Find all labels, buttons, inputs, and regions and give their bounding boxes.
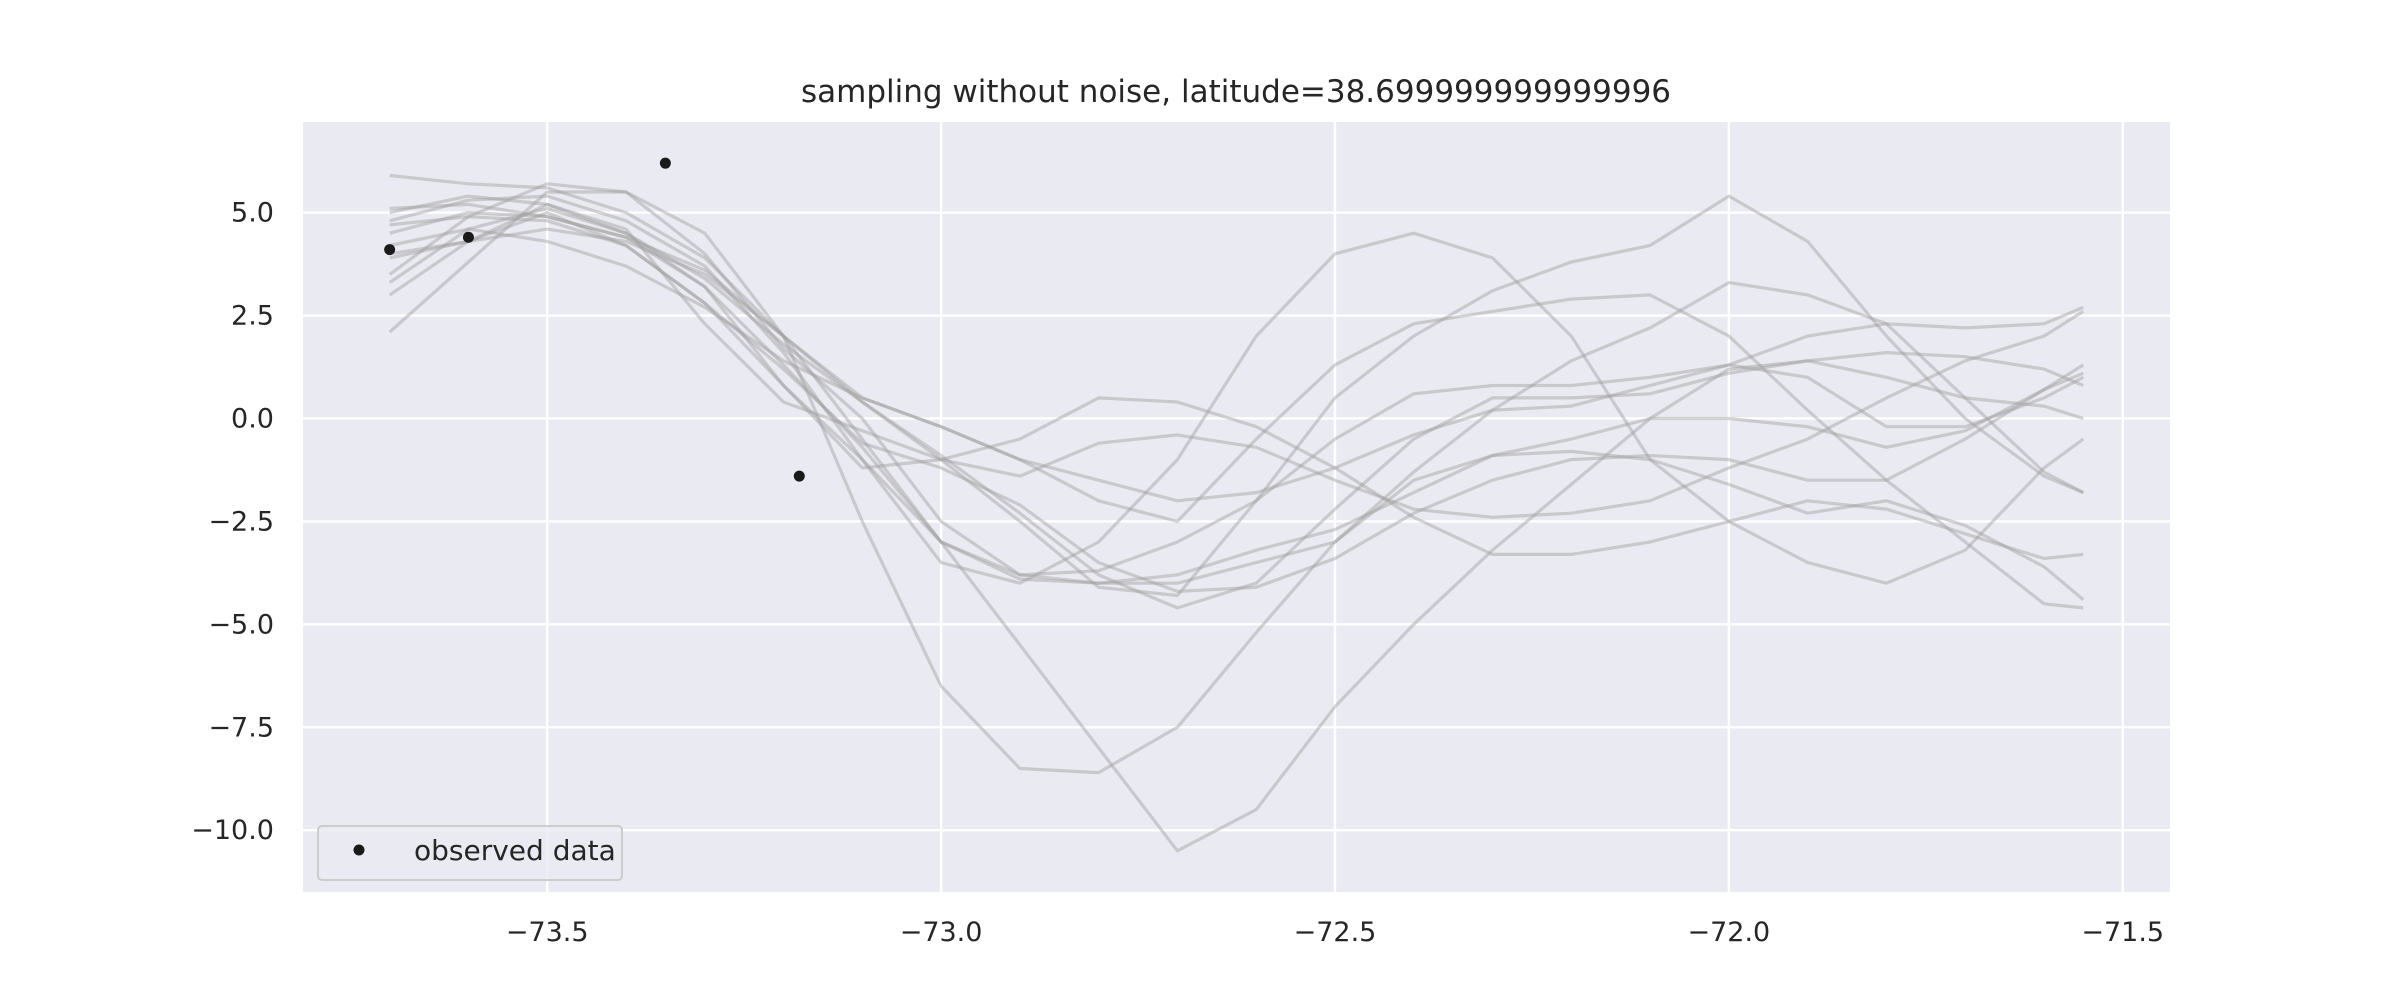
plot-background	[303, 122, 2170, 892]
legend-box	[317, 825, 623, 881]
y-tick-label: 2.5	[231, 301, 274, 332]
observed-point	[462, 231, 474, 243]
legend: observed data	[317, 825, 623, 881]
sample-line-1	[389, 173, 2084, 853]
chart-title: sampling without noise, latitude=38.6999…	[801, 74, 1671, 110]
sample-line-10	[389, 227, 2084, 503]
sample-line-11	[389, 194, 2084, 610]
x-axis-ticks: −73.5 −73.0 −72.5 −72.0 −71.5	[506, 917, 2164, 948]
observed-point	[384, 244, 396, 256]
sample-line-4	[389, 227, 2084, 610]
observed-point	[793, 470, 805, 482]
sample-line-12	[388, 206, 2084, 585]
x-tick-label: −73.0	[900, 917, 983, 948]
sample-line-7	[389, 211, 2084, 561]
sample-line-6	[389, 215, 2085, 594]
legend-label: observed data	[414, 834, 616, 867]
sample-line-5	[389, 194, 2084, 598]
observed-points	[384, 157, 805, 482]
x-tick-label: −73.5	[506, 917, 589, 948]
sample-line-2	[388, 190, 2085, 775]
y-axis-ticks: 5.0 2.5 0.0 −2.5 −5.0 −7.5 −10.0	[191, 198, 274, 847]
y-tick-label: 0.0	[231, 403, 274, 434]
y-tick-label: −7.5	[208, 712, 274, 743]
y-tick-label: −2.5	[208, 506, 274, 537]
legend-marker	[353, 844, 365, 856]
sample-line-3	[389, 211, 2085, 585]
x-tick-label: −71.5	[2081, 917, 2164, 948]
y-tick-label: −10.0	[191, 815, 274, 846]
x-tick-label: −72.5	[1294, 917, 1377, 948]
sample-line-8	[388, 202, 2085, 519]
sample-lines	[388, 173, 2085, 853]
sample-line-13	[388, 182, 2085, 601]
x-tick-label: −72.0	[1687, 917, 1770, 948]
observed-point	[659, 157, 671, 169]
sample-line-9	[389, 194, 2085, 577]
y-tick-label: 5.0	[231, 198, 274, 229]
y-tick-label: −5.0	[208, 609, 274, 640]
